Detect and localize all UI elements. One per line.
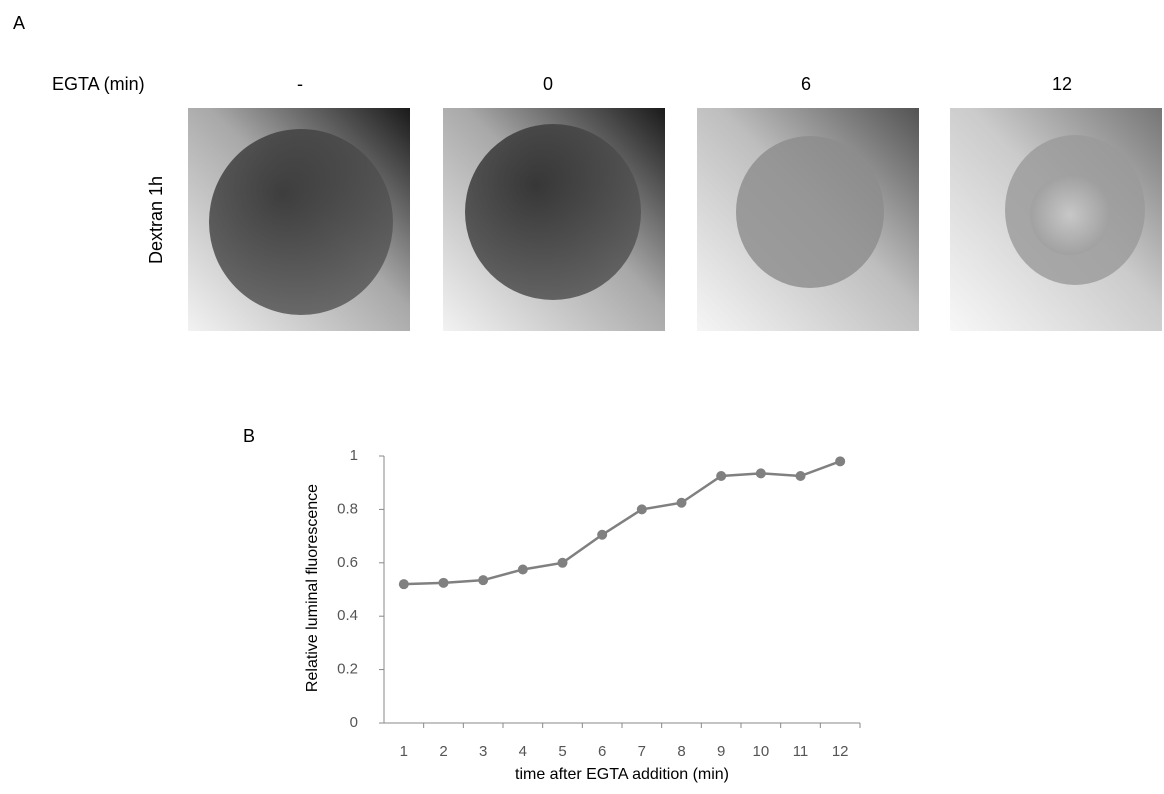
x-tick-label: 9 — [717, 743, 725, 760]
column-label: 12 — [1052, 74, 1072, 94]
panel-label: A — [13, 13, 25, 33]
data-point — [597, 529, 608, 540]
y-tick-label: 0.4 — [337, 607, 358, 624]
data-point — [795, 471, 806, 482]
data-point — [755, 468, 766, 479]
x-tick-label: 12 — [832, 743, 849, 760]
panel-label: B — [243, 426, 255, 446]
data-point — [676, 497, 687, 508]
data-point — [438, 577, 449, 588]
y-tick-label: 0.6 — [337, 554, 358, 571]
y-axis-title: Relative luminal fluorescence — [304, 484, 321, 692]
column-label: 6 — [801, 74, 811, 94]
data-line — [403, 460, 841, 586]
x-tick-label: 8 — [677, 743, 685, 760]
x-tick-label: 11 — [793, 743, 809, 760]
x-tick-label: 2 — [439, 743, 447, 760]
data-point — [835, 456, 846, 467]
x-axis-title: time after EGTA addition (min) — [515, 766, 729, 783]
y-tick-label: 0.8 — [337, 500, 358, 517]
x-tick-label: 3 — [479, 743, 487, 760]
y-tick-label: 0.2 — [337, 661, 358, 678]
data-point — [716, 471, 727, 482]
data-point — [636, 504, 647, 515]
micrograph — [188, 108, 410, 331]
row-header: EGTA (min) — [52, 74, 145, 94]
micrograph — [443, 108, 665, 331]
micrograph — [950, 108, 1162, 331]
x-tick-label: 1 — [400, 743, 408, 760]
data-point — [557, 557, 568, 568]
y-tick-label: 1 — [350, 447, 358, 464]
x-tick-label: 5 — [558, 743, 566, 760]
x-tick-label: 4 — [519, 743, 527, 760]
column-label: 0 — [543, 74, 553, 94]
data-point — [517, 564, 528, 575]
row-label: Dextran 1h — [146, 176, 166, 264]
data-point — [398, 579, 409, 590]
x-tick-label: 6 — [598, 743, 606, 760]
x-tick-label: 7 — [638, 743, 646, 760]
x-tick-label: 10 — [752, 743, 769, 760]
y-tick-label: 0 — [350, 714, 358, 731]
data-point — [478, 575, 489, 586]
micrograph — [697, 108, 919, 331]
column-label: - — [297, 74, 303, 94]
